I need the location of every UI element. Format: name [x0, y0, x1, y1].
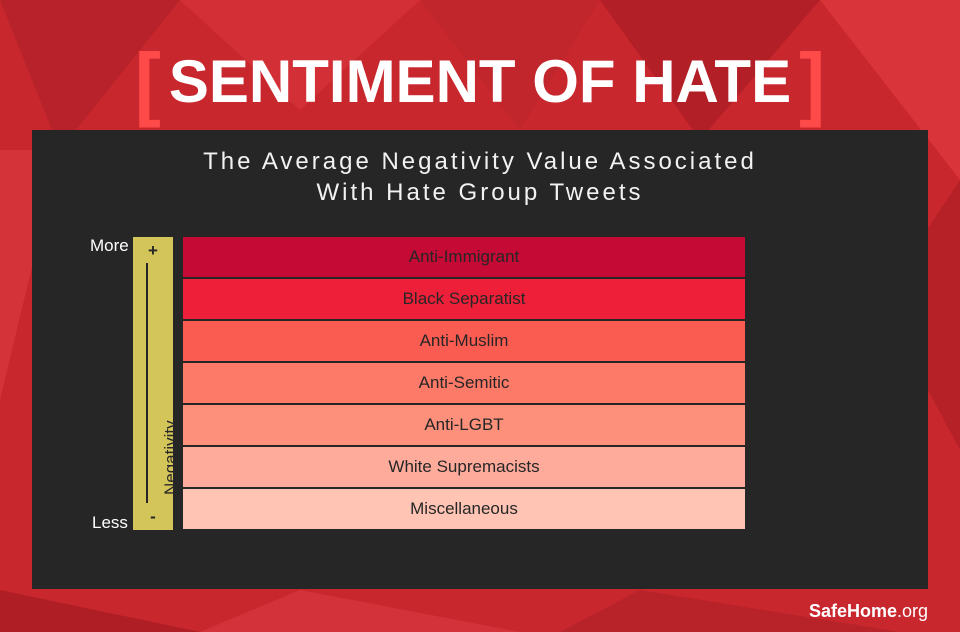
- chart-subtitle-line-1: The Average Negativity Value Associated: [203, 148, 757, 175]
- bar-anti-muslim: Anti-Muslim: [183, 321, 745, 361]
- bar-label: Anti-Immigrant: [408, 247, 520, 266]
- brand-name: SafeHome: [808, 601, 897, 621]
- chart-panel: The Average Negativity Value Associated …: [32, 130, 928, 589]
- bar-anti-immigrant: Anti-Immigrant: [183, 237, 745, 277]
- brand-suffix: .org: [896, 601, 928, 621]
- bar-black-separatist: Black Separatist: [183, 279, 745, 319]
- scale-axis-line: [146, 263, 148, 503]
- footer-brand: SafeHome.org: [809, 601, 928, 622]
- scale-plus-sign: +: [148, 241, 158, 260]
- scale-top-label: More: [90, 236, 129, 255]
- bar-white-supremacists: White Supremacists: [183, 447, 745, 487]
- bar-label: Miscellaneous: [410, 499, 518, 518]
- bar-miscellaneous: Miscellaneous: [183, 489, 745, 529]
- page-title: SENTIMENT OF HATE: [168, 48, 792, 115]
- bar-label: Anti-Muslim: [419, 331, 509, 350]
- scale-minus-sign: -: [150, 507, 156, 526]
- chart-subtitle: The Average Negativity Value Associated …: [32, 146, 928, 208]
- bar-anti-semitic: Anti-Semitic: [183, 363, 745, 403]
- bar-label: Anti-LGBT: [424, 415, 504, 434]
- bar-anti-lgbt: Anti-LGBT: [183, 405, 745, 445]
- bar-label: Anti-Semitic: [418, 373, 510, 392]
- negativity-scale: + Negativity -: [133, 237, 180, 530]
- bar-label: Black Separatist: [402, 289, 526, 308]
- scale-bottom-label: Less: [92, 513, 128, 532]
- bracket-open: [: [134, 35, 161, 129]
- page-header: [ SENTIMENT OF HATE ]: [0, 35, 960, 129]
- bar-list: Anti-Immigrant Black Separatist Anti-Musli…: [32, 130, 928, 589]
- bracket-close: ]: [799, 35, 826, 129]
- chart-subtitle-line-2: With Hate Group Tweets: [316, 179, 644, 206]
- bar-label: White Supremacists: [388, 457, 540, 476]
